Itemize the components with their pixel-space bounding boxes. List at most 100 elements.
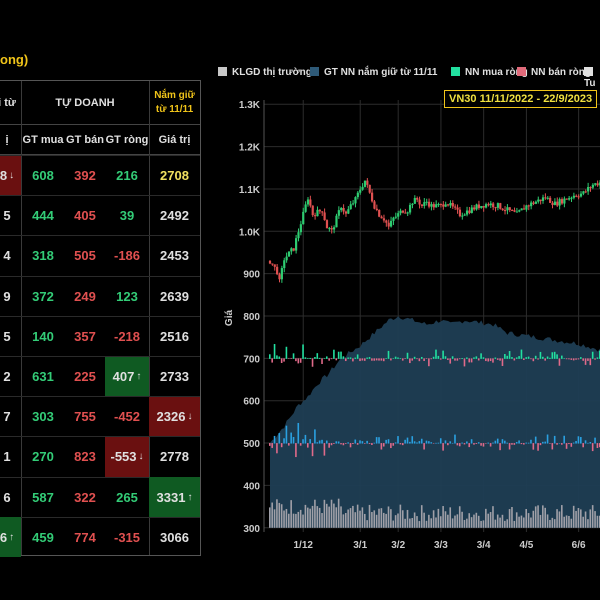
net-buy-bar <box>347 442 349 444</box>
table-cell: 322 <box>74 489 96 505</box>
net-sell-bar <box>447 443 449 446</box>
net-buy-bar <box>432 356 435 359</box>
volume-bar <box>475 512 478 528</box>
candle-body <box>532 202 535 204</box>
net-sell-bar <box>556 443 558 445</box>
candle-body <box>382 218 386 221</box>
volume-bar <box>423 512 425 528</box>
candle-body <box>563 198 566 204</box>
arrow-down-icon: ↓ <box>138 451 144 463</box>
net-buy-bar <box>309 357 311 359</box>
volume-bar <box>587 519 589 528</box>
volume-bar <box>359 510 361 528</box>
volume-bar <box>447 514 449 528</box>
net-sell-bar <box>416 358 418 360</box>
net-buy-bar <box>580 357 582 359</box>
col-header-buy: GT mua <box>21 125 65 155</box>
volume-bar <box>523 517 525 528</box>
net-sell-bar <box>425 358 428 359</box>
volume-bar <box>285 508 288 528</box>
candle-body <box>520 208 523 211</box>
volume-bar <box>401 510 404 528</box>
candle-body <box>330 228 333 230</box>
net-buy-bar <box>342 356 345 359</box>
net-sell-bar <box>582 443 584 448</box>
table-cell: 7 <box>3 409 11 425</box>
net-sell-bar <box>423 443 425 450</box>
candle-body <box>411 203 414 205</box>
candle-body <box>456 207 459 210</box>
candle-body <box>295 238 298 251</box>
y-tick-label: 500 <box>243 439 260 450</box>
volume-bar <box>314 499 316 528</box>
table-cell: 6 ↑ <box>0 517 21 558</box>
candle-body <box>579 193 583 197</box>
net-buy-bar <box>587 442 589 444</box>
candle-body <box>461 215 464 217</box>
net-buy-bar <box>278 356 281 359</box>
net-sell-bar <box>295 358 297 362</box>
net-sell-bar <box>344 443 347 444</box>
net-buy-bar <box>527 442 530 444</box>
net-sell-bar <box>532 358 535 362</box>
net-buy-bar <box>306 358 309 359</box>
volume-bar <box>454 515 456 528</box>
volume-bar <box>404 518 406 528</box>
volume-bar <box>309 508 311 528</box>
net-buy-bar <box>596 357 599 359</box>
candle-body <box>558 199 561 206</box>
group-header-holding: Nắm giữ từ 11/11 <box>149 81 200 125</box>
table-cell: 6 <box>3 489 11 505</box>
volume-bar <box>380 508 383 528</box>
page-title: ong) <box>0 52 29 67</box>
net-buy-bar <box>394 356 397 359</box>
x-tick-label: 3/4 <box>477 540 491 551</box>
net-sell-bar <box>468 358 471 363</box>
table-cell: 2 <box>3 369 11 384</box>
net-buy-bar <box>354 357 357 359</box>
volume-bar <box>375 514 378 528</box>
volume-bar <box>290 500 292 528</box>
candle-body <box>439 204 443 206</box>
volume-bar <box>435 517 437 528</box>
candle-body <box>584 191 587 193</box>
volume-bar <box>520 515 523 528</box>
volume-bar <box>333 503 335 528</box>
net-sell-bar <box>423 358 425 361</box>
volume-bar <box>596 515 599 528</box>
candle-body <box>477 204 481 208</box>
volume-bar <box>468 513 471 528</box>
candle-body <box>342 207 345 212</box>
net-sell-bar <box>544 358 546 361</box>
volume-bar <box>368 504 371 528</box>
net-buy-bar <box>594 437 596 444</box>
net-buy-bar <box>394 442 397 444</box>
net-sell-bar <box>523 358 525 360</box>
net-buy-bar <box>316 442 319 444</box>
net-buy-bar <box>584 440 587 444</box>
group-header-left: i từ <box>0 81 21 125</box>
net-sell-bar <box>287 358 290 359</box>
volume-bar <box>539 514 542 528</box>
net-buy-bar <box>544 441 546 444</box>
volume-bar <box>328 506 330 528</box>
volume-bar <box>361 507 364 528</box>
volume-bar <box>352 505 354 528</box>
net-sell-bar <box>499 443 501 451</box>
volume-bar <box>425 520 428 528</box>
volume-bar <box>504 520 506 528</box>
net-buy-bar <box>409 441 411 444</box>
col-header-0: ị <box>0 125 21 155</box>
net-sell-bar <box>591 443 594 452</box>
net-sell-bar <box>596 443 599 448</box>
candle-body <box>304 204 307 212</box>
net-buy-bar <box>580 437 582 444</box>
net-buy-bar <box>413 356 416 359</box>
volume-bar <box>499 517 501 528</box>
net-buy-bar <box>318 440 321 444</box>
candle-body <box>546 197 549 199</box>
volume-bar <box>366 520 368 528</box>
net-buy-bar <box>534 355 537 359</box>
net-buy-bar <box>314 429 316 444</box>
table-cell: 8 ↓ <box>0 155 21 196</box>
